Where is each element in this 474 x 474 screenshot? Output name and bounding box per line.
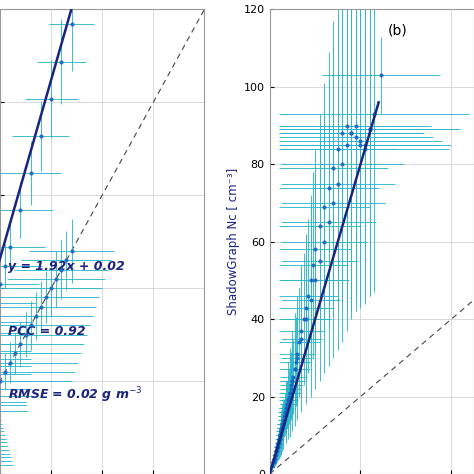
Text: PCC = 0.92: PCC = 0.92	[8, 325, 86, 337]
Text: RMSE = 0.02 g m$^{-3}$: RMSE = 0.02 g m$^{-3}$	[8, 386, 143, 405]
Text: y = 1.92x + 0.02: y = 1.92x + 0.02	[8, 260, 125, 273]
Text: (b): (b)	[388, 23, 408, 37]
Y-axis label: ShadowGraph Nc [ cm⁻³]: ShadowGraph Nc [ cm⁻³]	[227, 168, 239, 315]
